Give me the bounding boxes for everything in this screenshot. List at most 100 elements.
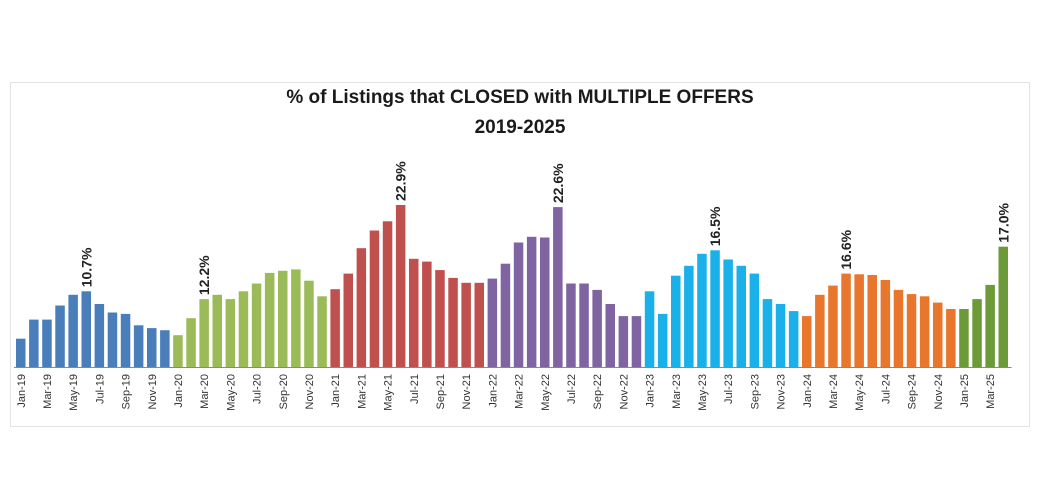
x-tick-label: Mar-20 bbox=[199, 374, 211, 409]
bar-Feb-20 bbox=[186, 318, 196, 367]
x-tick-label: Jul-19 bbox=[94, 374, 106, 404]
bar-Jul-22 bbox=[566, 283, 576, 367]
bar-Feb-22 bbox=[500, 263, 511, 367]
bar-Feb-19 bbox=[29, 319, 39, 367]
bar-Aug-22 bbox=[579, 283, 589, 367]
x-tick-label: May-22 bbox=[540, 374, 552, 411]
bar-Aug-23 bbox=[736, 265, 746, 367]
bar-Jan-19 bbox=[16, 338, 26, 367]
bar-Sep-19 bbox=[120, 313, 131, 367]
x-tick-label: May-24 bbox=[854, 374, 866, 411]
bar-Apr-21 bbox=[369, 230, 380, 367]
bar-Nov-19 bbox=[147, 328, 157, 367]
bar-Jan-24 bbox=[802, 316, 812, 367]
bar-Feb-25 bbox=[972, 299, 982, 367]
x-tick-label: Sep-22 bbox=[592, 374, 604, 409]
bar-Dec-24 bbox=[946, 309, 956, 367]
bar-Aug-21 bbox=[422, 261, 432, 367]
bar-Aug-24 bbox=[893, 289, 904, 367]
x-tick-label: Mar-19 bbox=[42, 374, 54, 409]
x-tick-label: Mar-25 bbox=[985, 374, 997, 409]
bar-Jun-22 bbox=[553, 207, 563, 367]
x-tick-label: Mar-23 bbox=[671, 374, 683, 409]
bar-Aug-20 bbox=[264, 272, 275, 367]
x-tick-label: Nov-23 bbox=[776, 374, 788, 409]
bar-Oct-20 bbox=[291, 269, 301, 367]
x-tick-label: Jul-21 bbox=[409, 374, 421, 404]
bar-Apr-20 bbox=[212, 294, 222, 367]
bar-Feb-23 bbox=[657, 313, 668, 367]
bar-Jan-22 bbox=[487, 278, 498, 367]
bar-Jun-23 bbox=[710, 250, 720, 367]
bar-Oct-21 bbox=[448, 277, 458, 367]
bar-Apr-22 bbox=[526, 236, 537, 367]
x-tick-label: Jul-23 bbox=[723, 374, 735, 404]
data-label: 16.6% bbox=[838, 229, 854, 269]
bar-Oct-19 bbox=[133, 325, 144, 367]
bar-May-23 bbox=[697, 253, 707, 367]
bar-Oct-23 bbox=[762, 299, 773, 367]
bar-Nov-24 bbox=[933, 302, 943, 367]
bar-Jun-24 bbox=[867, 275, 877, 367]
x-tick-label: Jan-24 bbox=[802, 374, 814, 408]
bar-Mar-22 bbox=[513, 242, 524, 367]
x-tick-label: Jul-24 bbox=[880, 374, 892, 404]
bar-Jul-23 bbox=[723, 259, 733, 367]
bar-May-21 bbox=[382, 221, 393, 367]
x-tick-label: Jan-23 bbox=[645, 374, 657, 408]
x-tick-label: Mar-24 bbox=[828, 374, 840, 409]
bar-Sep-21 bbox=[435, 270, 445, 367]
x-tick-label: Sep-20 bbox=[278, 374, 290, 409]
x-tick-label: Nov-22 bbox=[618, 374, 630, 409]
bar-Mar-23 bbox=[671, 275, 681, 367]
bar-Jul-20 bbox=[251, 283, 262, 367]
bar-May-19 bbox=[68, 294, 78, 367]
bar-Feb-21 bbox=[343, 273, 353, 367]
x-tick-label: Jan-25 bbox=[959, 374, 971, 408]
bar-Dec-22 bbox=[631, 316, 642, 367]
bar-Dec-21 bbox=[474, 282, 484, 367]
x-tick-label: Jan-19 bbox=[16, 374, 28, 408]
x-tick-label: Nov-21 bbox=[461, 374, 473, 409]
bar-Jan-23 bbox=[644, 291, 655, 367]
bar-Oct-24 bbox=[919, 296, 930, 367]
bar-Sep-20 bbox=[278, 270, 288, 367]
x-tick-label: Sep-24 bbox=[907, 374, 919, 409]
bar-Nov-21 bbox=[461, 282, 471, 367]
x-tick-label: Sep-19 bbox=[121, 374, 133, 409]
x-tick-label: Jul-20 bbox=[252, 374, 264, 404]
bar-Jan-25 bbox=[959, 309, 969, 367]
bar-Dec-19 bbox=[160, 330, 170, 367]
x-tick-label: May-23 bbox=[697, 374, 709, 411]
bar-Sep-23 bbox=[749, 273, 760, 367]
bar-Jul-21 bbox=[409, 258, 419, 367]
bar-Jun-20 bbox=[238, 291, 249, 367]
x-tick-label: May-20 bbox=[225, 374, 237, 411]
x-tick-label: Nov-24 bbox=[933, 374, 945, 409]
bar-Sep-22 bbox=[592, 289, 602, 367]
bar-Dec-23 bbox=[788, 311, 799, 367]
bar-Feb-24 bbox=[815, 294, 825, 367]
bar-Nov-22 bbox=[618, 316, 629, 367]
bar-Apr-23 bbox=[684, 265, 694, 367]
bar-Mar-24 bbox=[828, 285, 838, 367]
bar-Jun-19 bbox=[81, 291, 91, 367]
bar-Oct-22 bbox=[605, 304, 615, 367]
data-label: 10.7% bbox=[78, 247, 94, 287]
bar-Nov-23 bbox=[775, 304, 786, 367]
data-label: 12.2% bbox=[196, 255, 212, 295]
x-tick-label: May-21 bbox=[383, 374, 395, 411]
bar-Mar-19 bbox=[42, 319, 52, 367]
bar-May-20 bbox=[225, 299, 236, 367]
x-tick-label: Jan-20 bbox=[173, 374, 185, 408]
bar-Apr-25 bbox=[998, 246, 1008, 367]
bar-May-22 bbox=[540, 237, 550, 367]
x-tick-label: May-19 bbox=[68, 374, 80, 411]
data-label: 22.6% bbox=[550, 163, 566, 203]
x-tick-label: Sep-21 bbox=[435, 374, 447, 409]
bar-Mar-20 bbox=[199, 299, 209, 367]
bar-Mar-21 bbox=[356, 248, 367, 367]
x-tick-label: Sep-23 bbox=[749, 374, 761, 409]
x-tick-label: Mar-21 bbox=[356, 374, 368, 409]
